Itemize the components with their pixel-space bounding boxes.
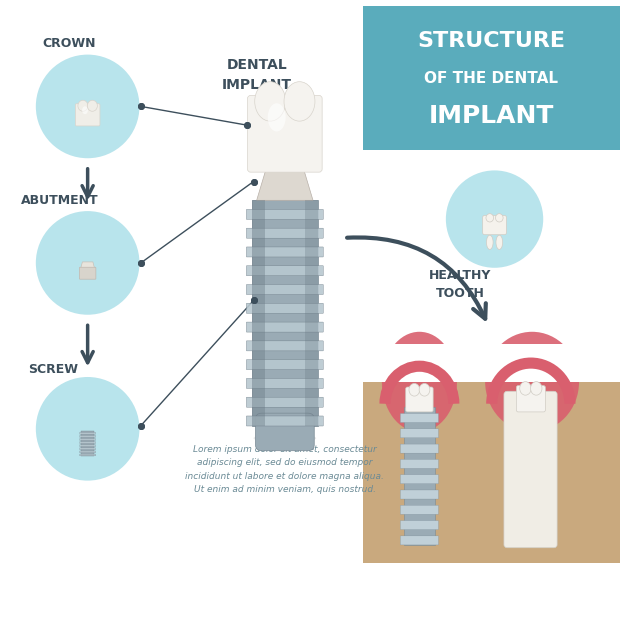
Circle shape [34,53,141,160]
Text: CROWN: CROWN [42,38,96,50]
Text: SCREW: SCREW [28,363,78,376]
Ellipse shape [382,332,457,432]
FancyBboxPatch shape [80,451,96,453]
FancyBboxPatch shape [483,215,506,235]
Text: IMPLANT: IMPLANT [429,104,554,128]
FancyBboxPatch shape [247,416,323,426]
FancyBboxPatch shape [80,442,96,443]
Circle shape [34,376,141,482]
Ellipse shape [496,213,503,222]
FancyBboxPatch shape [247,303,323,313]
Ellipse shape [520,382,531,395]
FancyBboxPatch shape [255,413,314,451]
FancyBboxPatch shape [247,96,322,172]
Ellipse shape [255,82,285,121]
FancyBboxPatch shape [363,6,620,150]
Ellipse shape [486,213,493,222]
Ellipse shape [409,383,419,396]
FancyBboxPatch shape [247,359,323,369]
Ellipse shape [284,82,315,121]
Ellipse shape [486,235,493,250]
FancyBboxPatch shape [247,209,323,220]
FancyBboxPatch shape [401,475,438,484]
Text: ABUTMENT: ABUTMENT [21,194,98,207]
FancyBboxPatch shape [401,490,438,499]
FancyBboxPatch shape [80,448,96,449]
FancyBboxPatch shape [80,454,96,456]
FancyBboxPatch shape [406,387,433,412]
FancyBboxPatch shape [252,200,265,426]
FancyBboxPatch shape [401,459,438,468]
FancyBboxPatch shape [247,228,323,238]
FancyBboxPatch shape [401,413,438,423]
FancyBboxPatch shape [401,505,438,515]
Ellipse shape [419,383,430,396]
FancyBboxPatch shape [247,378,323,388]
FancyBboxPatch shape [75,104,100,126]
FancyBboxPatch shape [305,200,317,426]
FancyBboxPatch shape [247,397,323,408]
FancyBboxPatch shape [80,439,96,440]
FancyBboxPatch shape [247,247,323,257]
FancyBboxPatch shape [81,431,94,456]
Text: HEALTHY
TOOTH: HEALTHY TOOTH [429,269,491,300]
Circle shape [444,169,545,269]
FancyBboxPatch shape [80,444,96,446]
FancyBboxPatch shape [247,341,323,351]
FancyBboxPatch shape [80,433,96,434]
FancyBboxPatch shape [401,536,438,545]
FancyBboxPatch shape [401,444,438,453]
FancyBboxPatch shape [516,386,545,412]
Text: Lorem ipsum dolor sit amet, consectetur
adipiscing elit, sed do eiusmod tempor
i: Lorem ipsum dolor sit amet, consectetur … [185,445,384,494]
Polygon shape [81,262,95,269]
FancyBboxPatch shape [404,407,435,545]
Ellipse shape [496,235,503,250]
FancyBboxPatch shape [247,266,323,275]
Polygon shape [257,169,313,200]
FancyArrowPatch shape [347,237,486,319]
Ellipse shape [485,332,579,432]
FancyBboxPatch shape [363,344,620,382]
Text: STRUCTURE: STRUCTURE [418,31,565,51]
FancyBboxPatch shape [80,436,96,437]
Ellipse shape [268,103,285,131]
FancyBboxPatch shape [252,200,317,426]
FancyBboxPatch shape [401,429,438,438]
FancyBboxPatch shape [247,284,323,294]
Ellipse shape [254,433,316,443]
Text: DENTAL
IMPLANT: DENTAL IMPLANT [222,58,292,92]
Ellipse shape [531,382,542,395]
Ellipse shape [82,106,88,114]
FancyBboxPatch shape [504,391,557,548]
FancyBboxPatch shape [247,322,323,332]
Ellipse shape [88,100,98,111]
FancyBboxPatch shape [80,267,96,279]
Text: OF THE DENTAL: OF THE DENTAL [424,71,558,86]
Ellipse shape [78,100,88,111]
FancyBboxPatch shape [363,344,620,563]
Circle shape [34,210,141,316]
FancyBboxPatch shape [401,521,438,530]
